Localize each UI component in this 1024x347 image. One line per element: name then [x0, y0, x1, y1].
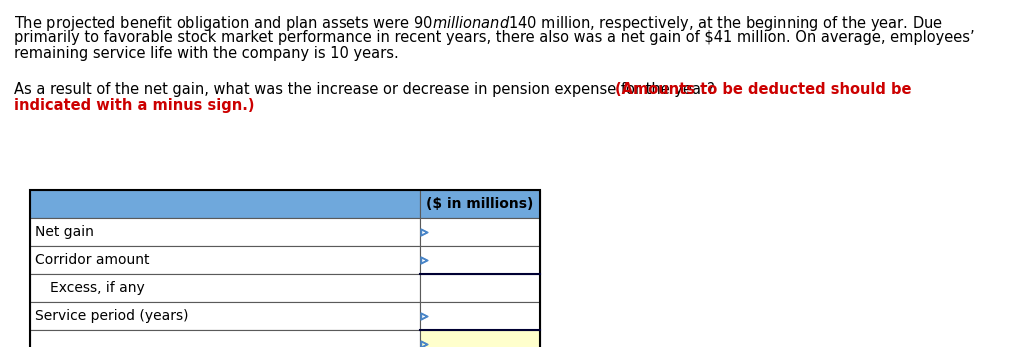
Bar [30, 330, 420, 347]
Bar [30, 190, 420, 218]
Bar [420, 246, 540, 274]
Text: indicated with a minus sign.): indicated with a minus sign.) [14, 98, 255, 113]
Bar [30, 218, 420, 246]
Text: remaining service life with the company is 10 years.: remaining service life with the company … [14, 46, 398, 61]
Bar [420, 274, 540, 302]
Bar [420, 330, 540, 347]
Text: Net gain: Net gain [35, 225, 94, 239]
Text: ($ in millions): ($ in millions) [426, 197, 534, 211]
Text: (Amounts to be deducted should be: (Amounts to be deducted should be [615, 82, 911, 97]
Text: Service period (years): Service period (years) [35, 309, 188, 323]
Bar [420, 218, 540, 246]
Bar [30, 246, 420, 274]
Bar [30, 274, 420, 302]
Text: As a result of the net gain, what was the increase or decrease in pension expens: As a result of the net gain, what was th… [14, 82, 720, 97]
Text: The projected benefit obligation and plan assets were $90 million and $140 milli: The projected benefit obligation and pla… [14, 14, 943, 33]
Text: Corridor amount: Corridor amount [35, 253, 150, 267]
Bar [420, 190, 540, 218]
Bar [30, 302, 420, 330]
Bar [30, 190, 540, 347]
Text: primarily to favorable stock market performance in recent years, there also was : primarily to favorable stock market perf… [14, 30, 975, 45]
Text: Excess, if any: Excess, if any [50, 281, 144, 295]
Bar [420, 302, 540, 330]
